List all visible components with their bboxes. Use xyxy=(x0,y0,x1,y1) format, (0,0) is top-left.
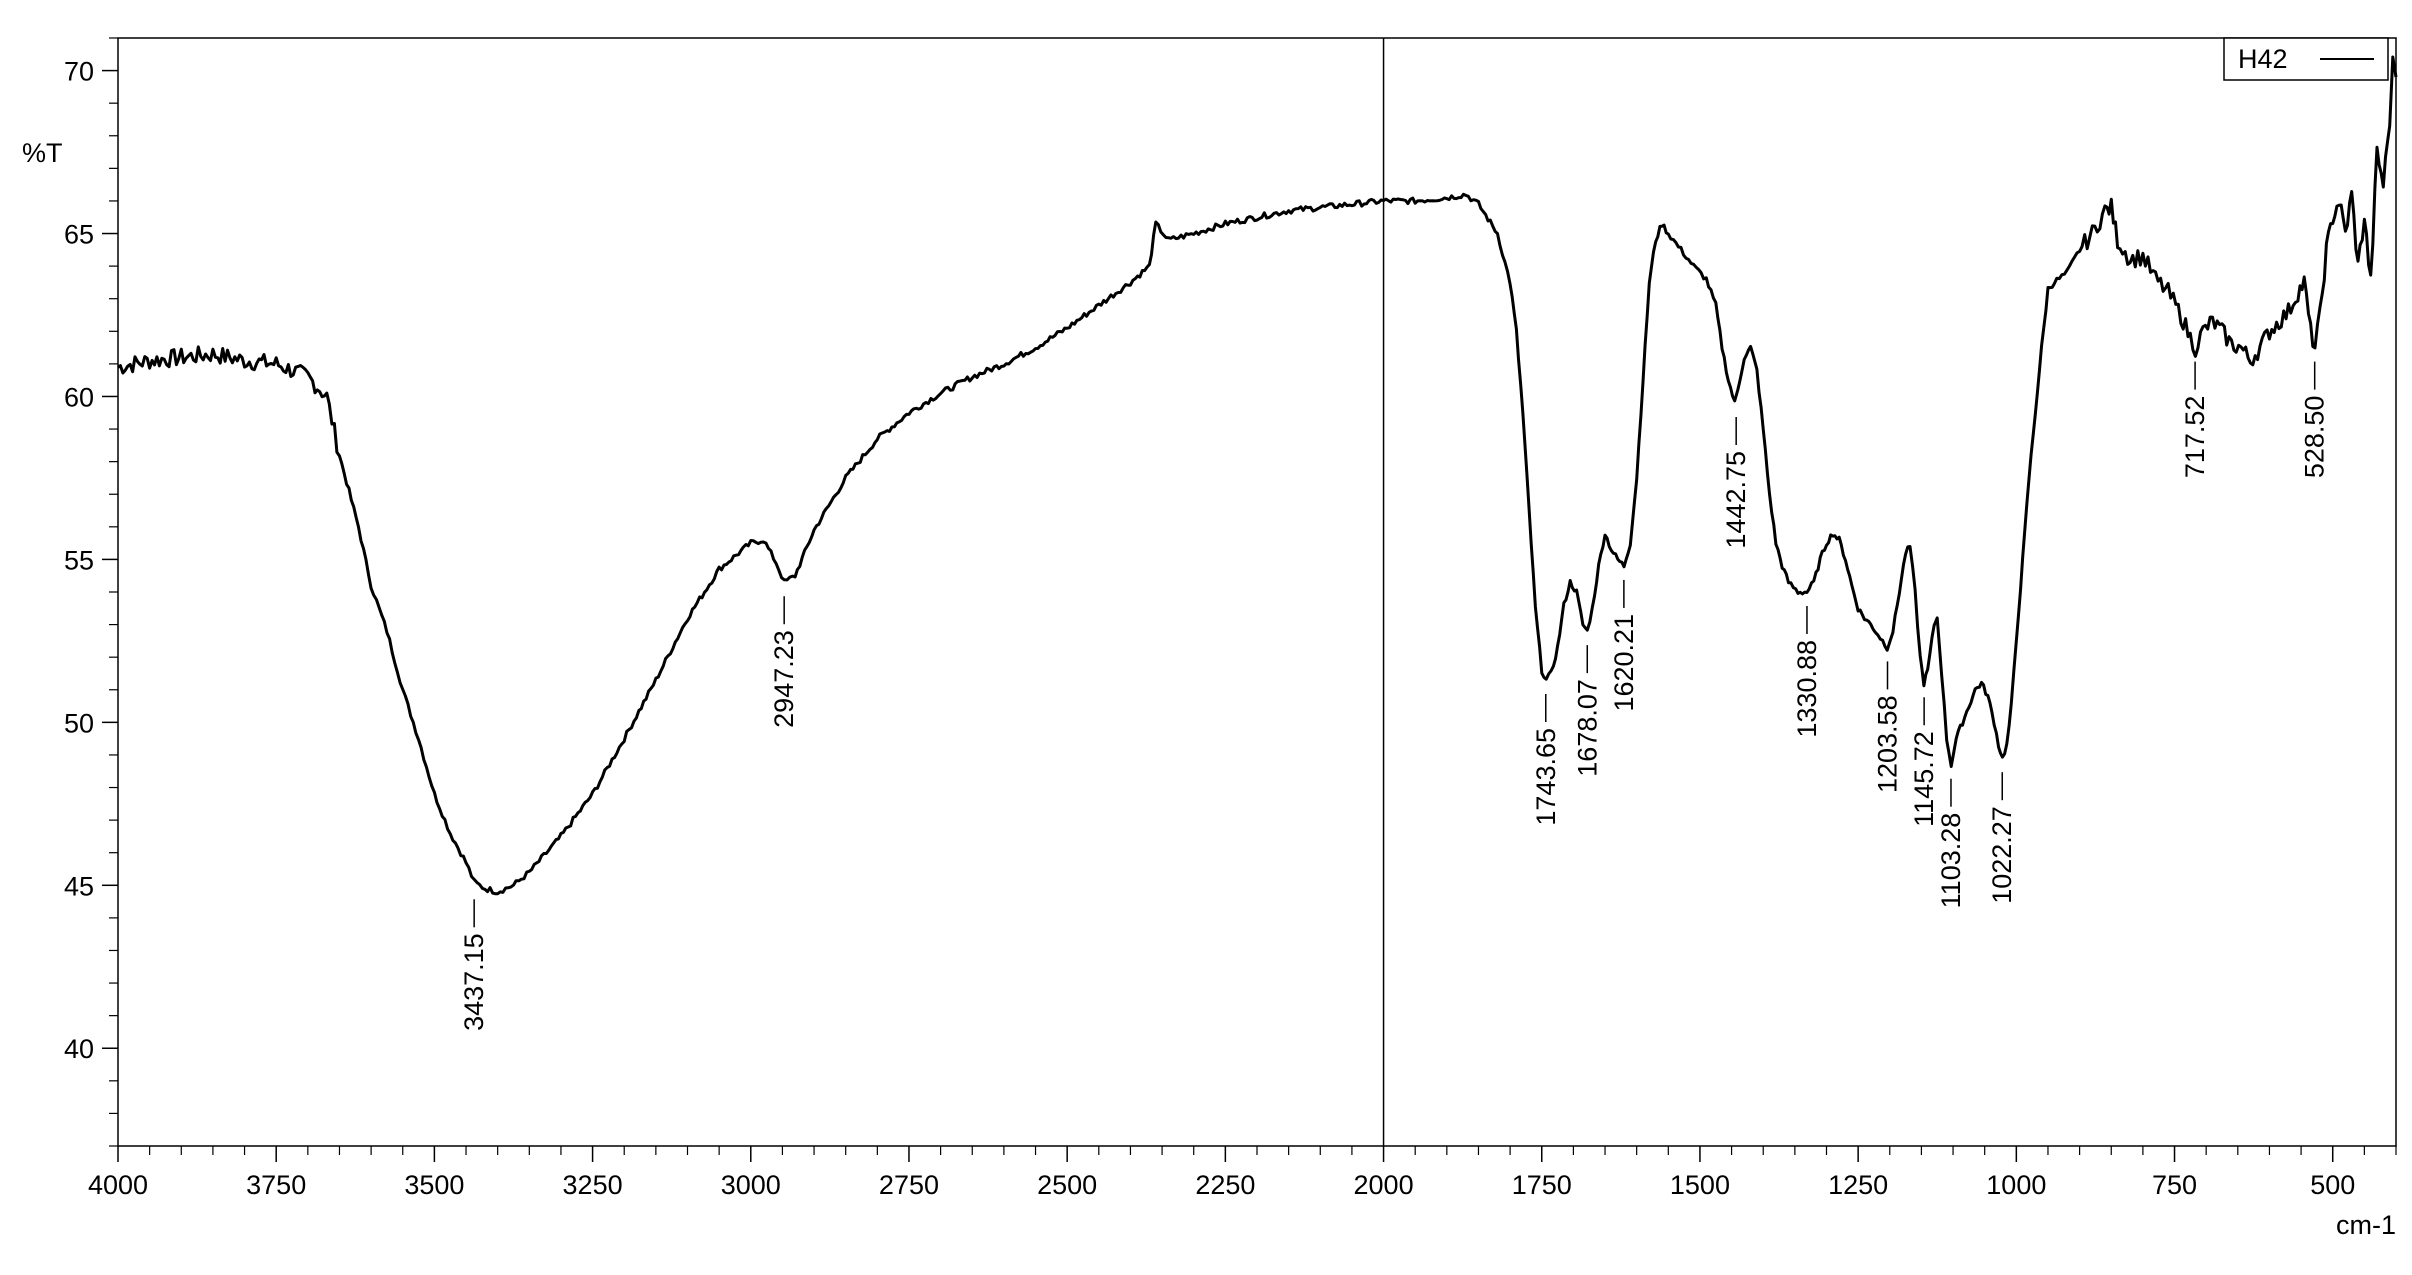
x-axis-title: cm-1 xyxy=(2336,1210,2396,1240)
axes: 4000 3750 3500 3250 3000 2750 2500 2250 2000 1750… xyxy=(22,37,2397,1240)
y-tick-label: 70 xyxy=(64,57,94,87)
x-tick-label: 750 xyxy=(2152,1170,2197,1200)
series-line-h42 xyxy=(117,55,2398,896)
peak-label: 1022.27 xyxy=(1987,806,2017,904)
x-tick-label: 2000 xyxy=(1354,1170,1414,1200)
y-tick-label: 65 xyxy=(64,220,94,250)
x-tick-label: 2500 xyxy=(1037,1170,1097,1200)
peak-label: 3437.15 xyxy=(459,933,489,1031)
peak-label: 1620.21 xyxy=(1609,614,1639,712)
x-tick-label: 1500 xyxy=(1670,1170,1730,1200)
y-tick-label: 60 xyxy=(64,382,94,412)
peak-label: 528.50 xyxy=(2300,396,2330,479)
y-tick-label: 45 xyxy=(64,871,94,901)
peak-label: 1203.58 xyxy=(1873,695,1903,793)
x-tick-label: 2250 xyxy=(1195,1170,1255,1200)
legend-entry-label: H42 xyxy=(2238,44,2288,74)
y-axis-title: %T xyxy=(22,138,63,168)
y-tick-label: 55 xyxy=(64,545,94,575)
y-tick-label: 40 xyxy=(64,1034,94,1064)
legend: H42 xyxy=(2223,37,2389,81)
peak-label: 1330.88 xyxy=(1792,640,1822,738)
peak-label: 1145.72 xyxy=(1909,731,1939,827)
x-tick-label: 4000 xyxy=(88,1170,148,1200)
x-tick-label: 2750 xyxy=(879,1170,939,1200)
x-tick-label: 3750 xyxy=(246,1170,306,1200)
x-tick-label: 3250 xyxy=(563,1170,623,1200)
x-tick-label: 3000 xyxy=(721,1170,781,1200)
x-tick-label: 1250 xyxy=(1828,1170,1888,1200)
peak-label: 717.52 xyxy=(2180,396,2210,479)
x-tick-label: 500 xyxy=(2310,1170,2355,1200)
y-tick-label: 50 xyxy=(64,708,94,738)
x-tick-label: 1750 xyxy=(1512,1170,1572,1200)
peak-label: 1743.65 xyxy=(1531,728,1561,826)
peak-label: 2947.23 xyxy=(769,630,799,728)
peak-label: 1678.07 xyxy=(1572,679,1602,777)
x-tick-label: 1000 xyxy=(1986,1170,2046,1200)
plot-area xyxy=(117,55,2398,896)
x-tick-label: 3500 xyxy=(404,1170,464,1200)
peak-label: 1103.28 xyxy=(1936,813,1966,909)
peak-label: 1442.75 xyxy=(1721,451,1751,549)
